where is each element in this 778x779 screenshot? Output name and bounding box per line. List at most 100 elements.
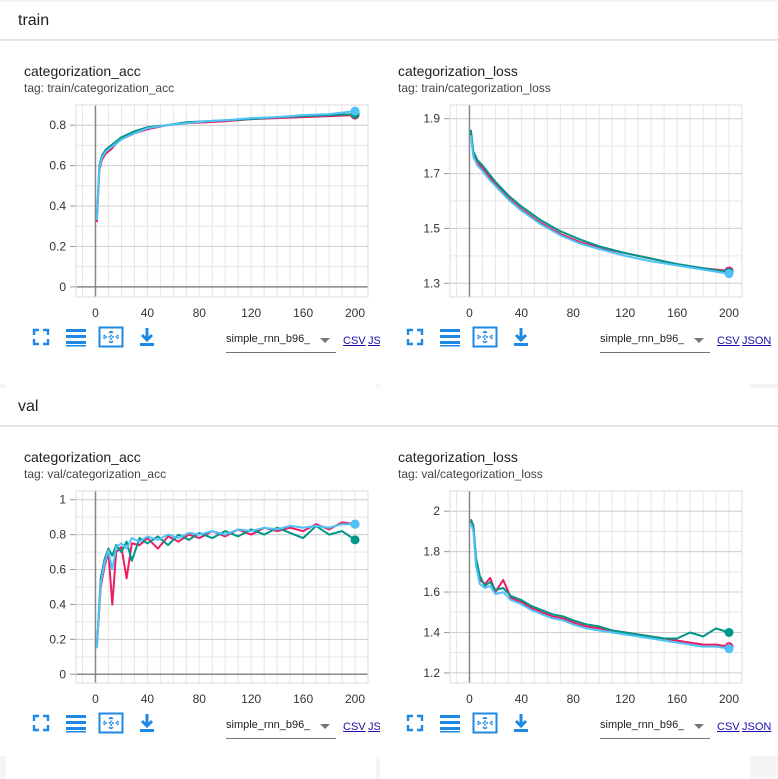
chevron-down-icon: [320, 338, 330, 343]
x-tick-label: 200: [719, 692, 739, 706]
series-endpoint: [724, 269, 734, 279]
chart-card: categorization_acc tag: train/categorizat…: [6, 63, 397, 393]
series-line: [469, 129, 730, 274]
csv-link[interactable]: CSV: [343, 335, 366, 347]
x-tick-label: 200: [719, 306, 739, 320]
toggle-log-scale-icon[interactable]: [438, 712, 464, 738]
section-title: val: [18, 398, 39, 415]
x-tick-label: 80: [193, 306, 207, 320]
x-tick-label: 40: [515, 306, 529, 320]
y-tick-label: 0.2: [49, 239, 66, 253]
y-tick-label: 1.2: [423, 666, 440, 680]
plot-frame: [449, 104, 743, 298]
y-tick-label: 1.5: [423, 221, 440, 235]
plot-frame: [75, 104, 369, 298]
run-select-value: simple_rnn_b96_l: [226, 719, 310, 731]
csv-link[interactable]: CSV: [717, 335, 740, 347]
chart-card: categorization_loss tag: val/categorizati…: [380, 449, 771, 779]
y-tick-label: 0.6: [49, 159, 66, 173]
run-select[interactable]: simple_rnn_b96_l: [226, 330, 336, 353]
x-tick-label: 40: [141, 306, 155, 320]
chevron-down-icon: [320, 724, 330, 729]
chart-tag: tag: train/categorization_loss: [398, 81, 551, 95]
plot-frame: [75, 490, 369, 684]
fullscreen-icon[interactable]: [30, 712, 56, 738]
chart-tag: tag: val/categorization_loss: [398, 467, 543, 481]
series-endpoint: [350, 519, 360, 529]
csv-link[interactable]: CSV: [343, 721, 366, 733]
series-endpoint: [724, 644, 734, 654]
csv-link[interactable]: CSV: [717, 721, 740, 733]
x-tick-label: 200: [345, 306, 365, 320]
toggle-log-scale-icon[interactable]: [438, 326, 464, 352]
line-chart[interactable]: 0 0.2 0.4 0.6 0.8 1 0 40 80 120 160 200: [6, 483, 376, 709]
series-line: [469, 520, 730, 648]
run-select[interactable]: simple_rnn_b96_l: [226, 716, 336, 739]
y-tick-label: 1.4: [423, 625, 440, 639]
toggle-log-scale-icon[interactable]: [64, 712, 90, 738]
x-tick-label: 120: [241, 692, 261, 706]
section-title: train: [18, 12, 50, 29]
fit-domain-icon[interactable]: [98, 326, 124, 352]
download-icon[interactable]: [136, 326, 162, 352]
json-link[interactable]: JSON: [742, 721, 772, 733]
y-tick-label: 0: [59, 667, 66, 681]
series-endpoint: [724, 627, 734, 637]
toggle-log-scale-icon[interactable]: [64, 326, 90, 352]
run-select-value: simple_rnn_b96_l: [600, 719, 684, 731]
x-tick-label: 0: [466, 692, 473, 706]
y-tick-label: 2: [433, 504, 440, 518]
y-tick-label: 1.8: [423, 545, 440, 559]
fit-domain-icon[interactable]: [472, 326, 498, 352]
json-link[interactable]: JSON: [742, 335, 772, 347]
chart-title: categorization_loss: [398, 449, 518, 465]
y-tick-label: 0.8: [49, 528, 66, 542]
section-body-train: categorization_acc tag: train/categorizat…: [0, 41, 778, 393]
section-header-val[interactable]: val: [0, 388, 778, 426]
y-tick-label: 1.3: [423, 276, 440, 290]
fit-domain-icon[interactable]: [98, 712, 124, 738]
x-tick-label: 80: [193, 692, 207, 706]
chart-title: categorization_loss: [398, 63, 518, 79]
run-select[interactable]: simple_rnn_b96_l: [600, 330, 710, 353]
series-line: [469, 518, 730, 640]
fullscreen-icon[interactable]: [30, 326, 56, 352]
run-select[interactable]: simple_rnn_b96_l: [600, 716, 710, 739]
section-header-train[interactable]: train: [0, 2, 778, 40]
y-tick-label: 1.6: [423, 585, 440, 599]
x-tick-label: 0: [92, 692, 99, 706]
y-tick-label: 0.6: [49, 563, 66, 577]
fullscreen-icon[interactable]: [404, 712, 430, 738]
y-tick-label: 0.2: [49, 632, 66, 646]
line-chart[interactable]: 1.2 1.4 1.6 1.8 2 0 40 80 120 160 200: [380, 483, 750, 709]
y-tick-label: 1.9: [423, 112, 440, 126]
line-chart[interactable]: 0 0.2 0.4 0.6 0.8 0 40 80 120 160 200: [6, 97, 376, 323]
x-tick-label: 40: [141, 692, 155, 706]
chart-title: categorization_acc: [24, 449, 141, 465]
section-body-val: categorization_acc tag: val/categorizatio…: [0, 427, 778, 779]
fit-domain-icon[interactable]: [472, 712, 498, 738]
y-tick-label: 1: [59, 493, 66, 507]
series-line: [95, 524, 356, 649]
x-tick-label: 120: [615, 306, 635, 320]
chevron-down-icon: [694, 724, 704, 729]
chart-title: categorization_acc: [24, 63, 141, 79]
x-tick-label: 160: [667, 692, 687, 706]
x-tick-label: 80: [567, 692, 581, 706]
series-endpoint: [350, 106, 360, 116]
y-tick-label: 0.4: [49, 199, 66, 213]
download-icon[interactable]: [510, 712, 536, 738]
fullscreen-icon[interactable]: [404, 326, 430, 352]
chart-card: categorization_acc tag: val/categorizatio…: [6, 449, 397, 779]
y-tick-label: 0: [59, 280, 66, 294]
y-tick-label: 0.4: [49, 597, 66, 611]
x-tick-label: 120: [241, 306, 261, 320]
download-icon[interactable]: [510, 326, 536, 352]
line-chart[interactable]: 1.3 1.5 1.7 1.9 0 40 80 120 160 200: [380, 97, 750, 323]
download-icon[interactable]: [136, 712, 162, 738]
x-tick-label: 80: [567, 306, 581, 320]
run-select-value: simple_rnn_b96_l: [600, 333, 684, 345]
